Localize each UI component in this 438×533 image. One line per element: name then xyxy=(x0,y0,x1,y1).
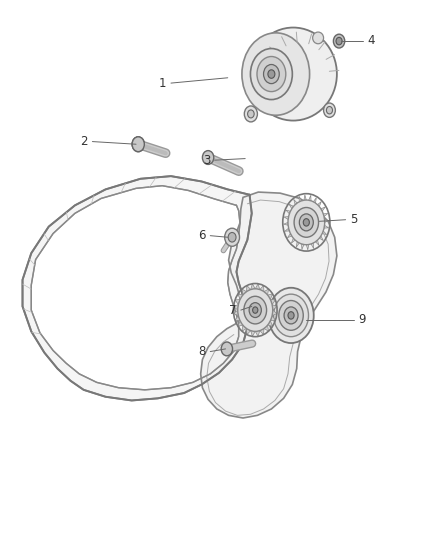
Text: 5: 5 xyxy=(350,213,357,226)
Polygon shape xyxy=(272,304,277,310)
Text: 1: 1 xyxy=(159,77,166,90)
Polygon shape xyxy=(319,236,323,240)
Text: 3: 3 xyxy=(203,154,210,167)
Text: 7: 7 xyxy=(229,304,237,317)
Circle shape xyxy=(336,37,342,45)
Polygon shape xyxy=(304,195,306,200)
Polygon shape xyxy=(325,220,329,222)
Polygon shape xyxy=(268,294,272,300)
Circle shape xyxy=(279,301,303,330)
Polygon shape xyxy=(201,192,337,418)
Polygon shape xyxy=(238,321,243,326)
Text: 2: 2 xyxy=(81,135,88,148)
Polygon shape xyxy=(270,300,276,304)
Circle shape xyxy=(288,312,294,319)
Text: 8: 8 xyxy=(198,345,206,358)
Circle shape xyxy=(333,34,345,48)
Polygon shape xyxy=(255,330,260,336)
Polygon shape xyxy=(322,231,327,235)
Circle shape xyxy=(299,214,313,231)
Polygon shape xyxy=(235,300,240,304)
Circle shape xyxy=(202,151,214,165)
Polygon shape xyxy=(286,210,290,214)
Circle shape xyxy=(303,219,309,226)
Polygon shape xyxy=(238,294,243,300)
Polygon shape xyxy=(255,284,260,289)
Circle shape xyxy=(244,296,267,324)
Text: 9: 9 xyxy=(359,313,366,326)
Polygon shape xyxy=(315,240,319,245)
Polygon shape xyxy=(242,325,247,331)
Ellipse shape xyxy=(244,106,258,122)
Polygon shape xyxy=(318,201,321,207)
Polygon shape xyxy=(247,328,251,335)
Ellipse shape xyxy=(313,32,324,44)
Text: 6: 6 xyxy=(198,229,206,242)
Polygon shape xyxy=(291,238,295,243)
Polygon shape xyxy=(309,195,311,201)
Polygon shape xyxy=(299,196,302,202)
Polygon shape xyxy=(287,233,292,238)
Polygon shape xyxy=(264,289,268,295)
Polygon shape xyxy=(323,214,328,216)
Circle shape xyxy=(257,56,286,92)
Ellipse shape xyxy=(324,103,336,117)
Polygon shape xyxy=(296,241,299,247)
Circle shape xyxy=(251,49,292,100)
Circle shape xyxy=(225,228,240,246)
Polygon shape xyxy=(270,316,276,321)
Polygon shape xyxy=(22,176,252,400)
Polygon shape xyxy=(260,328,264,335)
Polygon shape xyxy=(306,245,309,250)
Polygon shape xyxy=(321,207,325,211)
Circle shape xyxy=(253,307,258,313)
Circle shape xyxy=(268,70,275,78)
Polygon shape xyxy=(284,216,289,220)
Polygon shape xyxy=(313,198,316,203)
Circle shape xyxy=(132,137,145,152)
Circle shape xyxy=(274,294,308,337)
Polygon shape xyxy=(302,244,304,249)
Polygon shape xyxy=(251,284,255,289)
Polygon shape xyxy=(242,289,247,295)
Circle shape xyxy=(228,232,236,242)
Circle shape xyxy=(238,289,273,332)
Circle shape xyxy=(264,64,279,84)
Polygon shape xyxy=(285,228,290,231)
Polygon shape xyxy=(264,325,268,331)
Polygon shape xyxy=(324,225,328,228)
Polygon shape xyxy=(260,286,264,292)
Polygon shape xyxy=(233,310,238,316)
Polygon shape xyxy=(289,204,293,209)
Ellipse shape xyxy=(247,110,254,118)
Circle shape xyxy=(249,303,261,318)
Ellipse shape xyxy=(242,33,310,115)
Polygon shape xyxy=(233,304,238,310)
Polygon shape xyxy=(251,330,255,336)
Polygon shape xyxy=(268,321,272,326)
Polygon shape xyxy=(284,222,288,225)
Circle shape xyxy=(221,342,233,356)
Circle shape xyxy=(268,288,314,343)
Circle shape xyxy=(288,200,325,245)
Polygon shape xyxy=(311,243,314,248)
Polygon shape xyxy=(294,199,297,205)
Ellipse shape xyxy=(326,107,332,114)
Text: 4: 4 xyxy=(367,34,375,47)
Circle shape xyxy=(132,137,145,152)
Polygon shape xyxy=(247,286,251,292)
Ellipse shape xyxy=(250,28,337,120)
Circle shape xyxy=(284,307,298,324)
Circle shape xyxy=(294,207,318,237)
Polygon shape xyxy=(235,316,240,321)
Polygon shape xyxy=(272,310,277,316)
